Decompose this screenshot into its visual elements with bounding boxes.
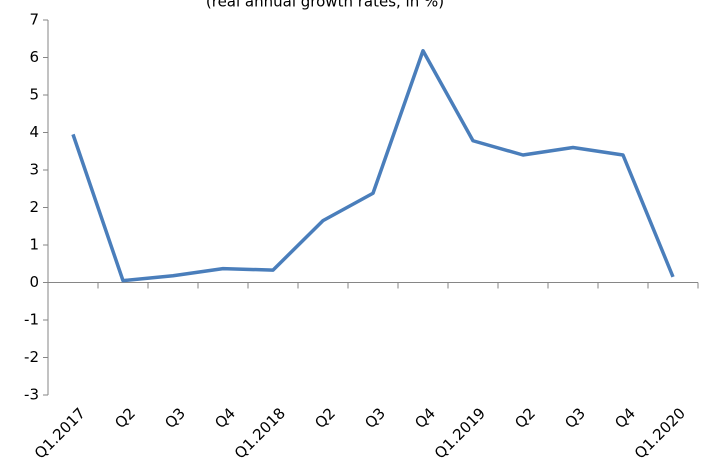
x-tick-label: Q2 — [311, 404, 339, 432]
x-tick-label: Q2 — [111, 404, 139, 432]
y-tick-label: 0 — [29, 273, 39, 291]
y-tick-label: -2 — [24, 348, 39, 366]
x-tick-label: Q1.2019 — [431, 404, 489, 462]
x-tick-label: Q4 — [611, 404, 639, 432]
x-tick-label: Q2 — [511, 404, 539, 432]
x-tick-label: Q1.2018 — [231, 404, 289, 462]
x-tick-label: Q1.2020 — [631, 404, 689, 462]
x-tick-label: Q3 — [561, 404, 589, 432]
y-tick-label: 4 — [29, 123, 39, 141]
y-tick-label: 5 — [29, 86, 39, 104]
x-tick-label: Q4 — [411, 404, 439, 432]
y-tick-label: 6 — [29, 48, 39, 66]
y-tick-label: 3 — [29, 161, 39, 179]
data-line — [71, 49, 675, 283]
x-tick-label: Q3 — [361, 404, 389, 432]
chart-subtitle: (real annual growth rates, in %) — [206, 0, 444, 11]
x-tick-label: Q3 — [161, 404, 189, 432]
y-tick-label: 7 — [29, 11, 39, 29]
y-tick-label: 1 — [29, 236, 39, 254]
y-tick-label: 2 — [29, 198, 39, 216]
x-tick-label: Q4 — [211, 404, 239, 432]
x-tick-label: Q1.2017 — [31, 404, 89, 462]
y-tick-label: -3 — [24, 386, 39, 404]
y-tick-label: -1 — [24, 311, 39, 329]
